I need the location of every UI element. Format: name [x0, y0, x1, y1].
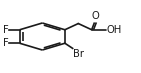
- Text: Br: Br: [73, 49, 84, 59]
- Text: O: O: [92, 11, 100, 21]
- Text: OH: OH: [106, 25, 122, 35]
- Text: F: F: [3, 25, 8, 35]
- Text: F: F: [3, 38, 8, 48]
